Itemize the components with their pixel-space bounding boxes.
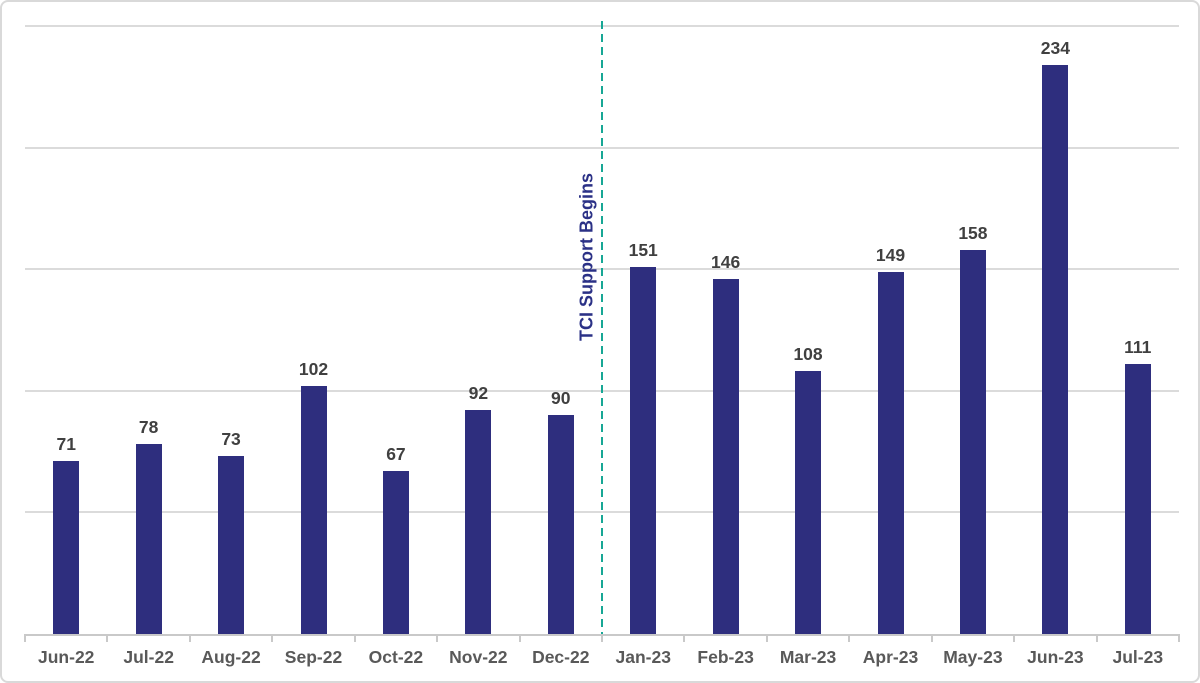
x-axis-tick bbox=[271, 634, 274, 642]
x-axis-tick bbox=[683, 634, 686, 642]
x-axis-tick bbox=[765, 634, 768, 642]
x-axis-tick bbox=[601, 634, 603, 642]
x-axis-tick bbox=[518, 634, 521, 642]
bar-Jun-22 bbox=[53, 461, 80, 634]
annotation-dashed-line bbox=[600, 21, 604, 634]
value-label-Nov-22: 92 bbox=[468, 383, 489, 404]
value-label-Oct-22: 67 bbox=[386, 444, 406, 465]
value-label-May-23: 158 bbox=[958, 222, 988, 243]
x-axis-label-Mar-23: Mar-23 bbox=[779, 647, 837, 667]
x-axis-label-Apr-23: Apr-23 bbox=[862, 647, 919, 667]
x-axis-label-May-23: May-23 bbox=[943, 647, 1003, 667]
value-label-Jul-22: 78 bbox=[138, 417, 159, 438]
bar-Oct-22 bbox=[382, 471, 409, 634]
x-axis-label-Jun-23: Jun-23 bbox=[1027, 647, 1084, 667]
bar-Jun-23 bbox=[1042, 64, 1069, 634]
value-label-Mar-23: 108 bbox=[793, 344, 823, 365]
x-axis-label-Nov-22: Nov-22 bbox=[449, 647, 508, 667]
x-axis-tick bbox=[848, 634, 851, 642]
x-axis-tick bbox=[24, 634, 26, 642]
x-axis-tick bbox=[1013, 634, 1016, 642]
value-label-Jan-23: 151 bbox=[628, 239, 658, 260]
bar-Jan-23 bbox=[630, 266, 657, 634]
value-label-Aug-22: 73 bbox=[221, 429, 241, 450]
x-axis-label-Jul-22: Jul-22 bbox=[123, 647, 174, 667]
bar-Jul-22 bbox=[135, 444, 162, 634]
x-axis-tick bbox=[188, 634, 191, 642]
value-label-Feb-23: 146 bbox=[711, 251, 741, 272]
bar-Mar-23 bbox=[795, 371, 822, 634]
bar-May-23 bbox=[959, 249, 986, 634]
value-label-Jun-22: 71 bbox=[56, 434, 76, 455]
x-axis-tick bbox=[106, 634, 109, 642]
bar-Dec-22 bbox=[547, 415, 574, 634]
x-axis-label-Feb-23: Feb-23 bbox=[697, 647, 754, 667]
bar-Aug-22 bbox=[218, 456, 245, 634]
x-axis-label-Oct-22: Oct-22 bbox=[368, 647, 424, 667]
bar-Jul-23 bbox=[1124, 364, 1151, 634]
x-axis-label-Aug-22: Aug-22 bbox=[201, 647, 261, 667]
value-label-Jun-23: 234 bbox=[1040, 37, 1070, 58]
bar-Nov-22 bbox=[465, 410, 492, 634]
bar-Apr-23 bbox=[877, 271, 904, 634]
annotation-label: TCI Support Begins bbox=[576, 173, 597, 341]
bar-Sep-22 bbox=[300, 385, 327, 634]
value-label-Sep-22: 102 bbox=[298, 358, 329, 379]
x-axis-tick bbox=[436, 634, 439, 642]
x-axis-label-Jun-22: Jun-22 bbox=[38, 647, 95, 667]
value-label-Apr-23: 149 bbox=[875, 244, 906, 265]
x-axis-label-Jan-23: Jan-23 bbox=[615, 647, 671, 667]
x-axis-tick bbox=[930, 634, 933, 642]
x-axis-label-Jul-23: Jul-23 bbox=[1112, 647, 1164, 667]
bar-Feb-23 bbox=[712, 278, 739, 634]
x-axis-tick bbox=[1095, 634, 1098, 642]
x-axis-tick bbox=[353, 634, 356, 642]
value-label-Dec-22: 90 bbox=[551, 388, 571, 409]
value-label-Jul-23: 111 bbox=[1124, 337, 1152, 358]
x-axis-label-Sep-22: Sep-22 bbox=[284, 647, 343, 667]
x-axis-tick bbox=[1178, 634, 1180, 642]
x-axis-label-Dec-22: Dec-22 bbox=[532, 647, 590, 667]
